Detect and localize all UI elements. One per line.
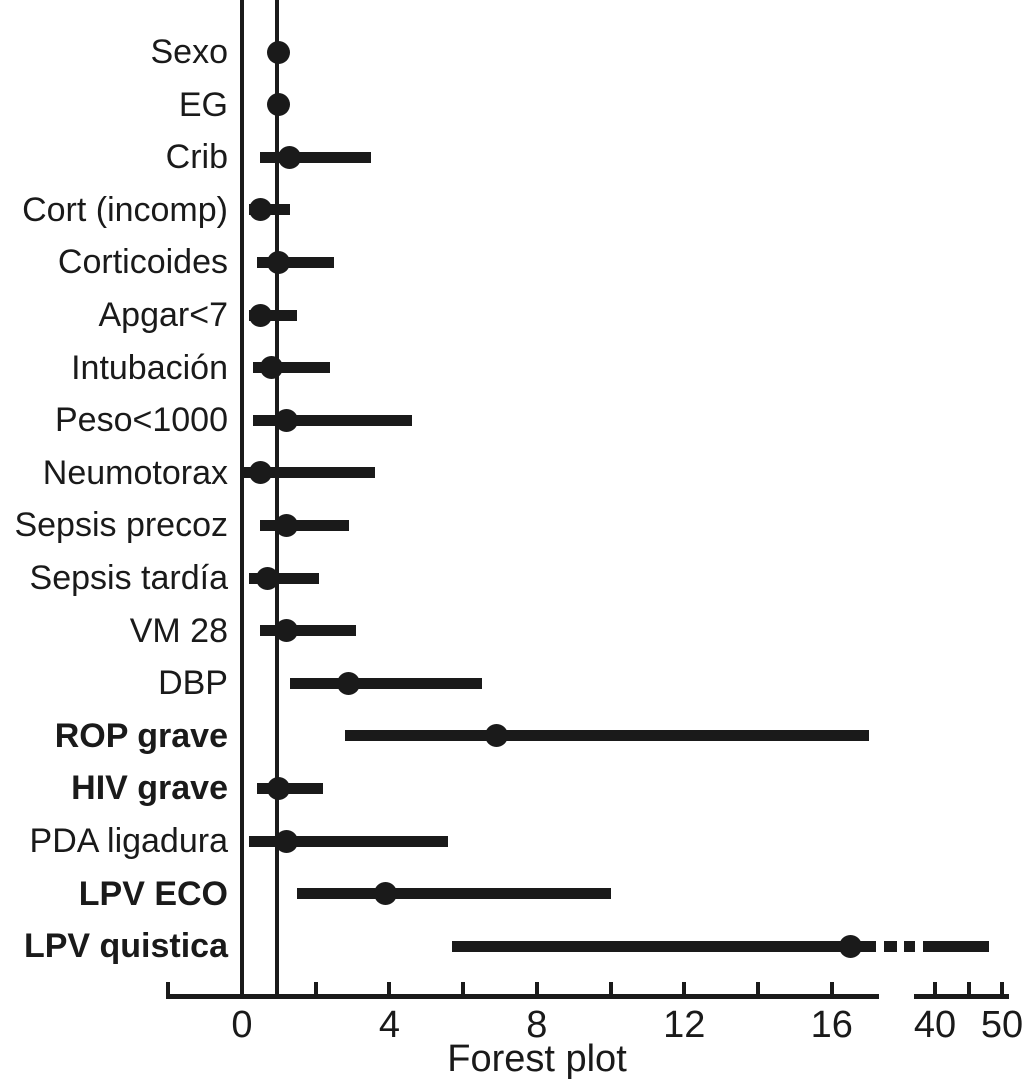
axis-tick-label: 0 (231, 1004, 253, 1046)
ci-bar (243, 467, 375, 479)
row-label: LPV ECO (78, 874, 228, 913)
axis-tick (756, 982, 761, 995)
row-label: Sepsis precoz (14, 506, 228, 545)
point-estimate (256, 566, 280, 590)
axis-tick (682, 982, 687, 995)
x-axis-right-segment (914, 994, 1009, 999)
point-estimate (267, 250, 291, 274)
row-label: LPV quistica (23, 927, 228, 966)
axis-tick (240, 982, 244, 995)
point-estimate (274, 408, 298, 432)
row-label: Intubación (71, 348, 228, 387)
row-label: Cort (incomp) (22, 190, 228, 229)
axis-tick (166, 982, 171, 995)
axis-tick (829, 982, 834, 995)
row-label: Apgar<7 (98, 296, 229, 334)
zero-axis-line (240, 0, 244, 996)
row-label: EG (178, 85, 228, 124)
axis-tick-label: 50 (980, 1004, 1024, 1046)
ci-bar (923, 940, 989, 952)
ci-bar (249, 309, 298, 321)
row-label: Sepsis tardía (29, 559, 228, 597)
ci-bar (289, 677, 482, 689)
axis-tick (1000, 982, 1004, 995)
x-axis-left-segment (166, 994, 879, 999)
ci-bar (253, 362, 331, 374)
ci-bar (253, 414, 412, 426)
axis-tick (461, 982, 466, 995)
ci-bar (260, 519, 349, 531)
point-estimate (337, 671, 361, 695)
point-estimate (374, 882, 398, 906)
point-estimate (838, 934, 862, 958)
axis-tick (933, 982, 937, 995)
point-estimate (274, 829, 298, 853)
axis-tick-label: 12 (663, 1004, 706, 1046)
point-estimate (274, 619, 298, 643)
ci-bar (345, 730, 869, 742)
axis-tick (313, 982, 318, 995)
row-label: Crib (165, 138, 228, 177)
ci-bar (260, 151, 371, 163)
point-estimate (248, 303, 272, 327)
ci-bar (256, 256, 335, 268)
axis-tick (534, 982, 539, 995)
point-estimate (248, 198, 272, 222)
x-axis-title: Forest plot (447, 1038, 627, 1079)
point-estimate (267, 40, 291, 64)
row-label: DBP (158, 664, 228, 703)
axis-tick-label: 8 (526, 1004, 548, 1046)
ci-bar (297, 888, 611, 900)
point-estimate (267, 776, 291, 800)
reference-line-or1 (275, 0, 279, 996)
ci-bar (260, 625, 357, 637)
axis-tick (387, 982, 392, 995)
axis-tick-label: 16 (810, 1004, 853, 1046)
ci-bar (249, 835, 449, 847)
point-estimate (259, 356, 283, 380)
point-estimate (274, 513, 298, 537)
axis-tick-label: 40 (913, 1004, 957, 1046)
row-label: ROP grave (54, 716, 228, 755)
axis-tick (966, 982, 971, 995)
axis-tick (608, 982, 613, 995)
point-estimate (267, 93, 291, 117)
point-estimate (484, 724, 508, 748)
point-estimate (278, 145, 302, 169)
ci-bar-dash (884, 940, 897, 952)
row-label: VM 28 (129, 611, 228, 650)
row-label: PDA ligadura (29, 822, 228, 860)
row-label: Peso<1000 (55, 401, 228, 440)
point-estimate (248, 461, 272, 485)
row-label: Corticoides (57, 243, 228, 282)
ci-bar-dash (904, 940, 915, 952)
ci-bar (452, 940, 876, 952)
row-label: Sexo (150, 33, 229, 71)
row-label: HIV grave (71, 769, 228, 808)
axis-tick-label: 4 (378, 1004, 400, 1046)
row-label: Neumotorax (42, 453, 228, 492)
ci-bar (249, 572, 320, 584)
